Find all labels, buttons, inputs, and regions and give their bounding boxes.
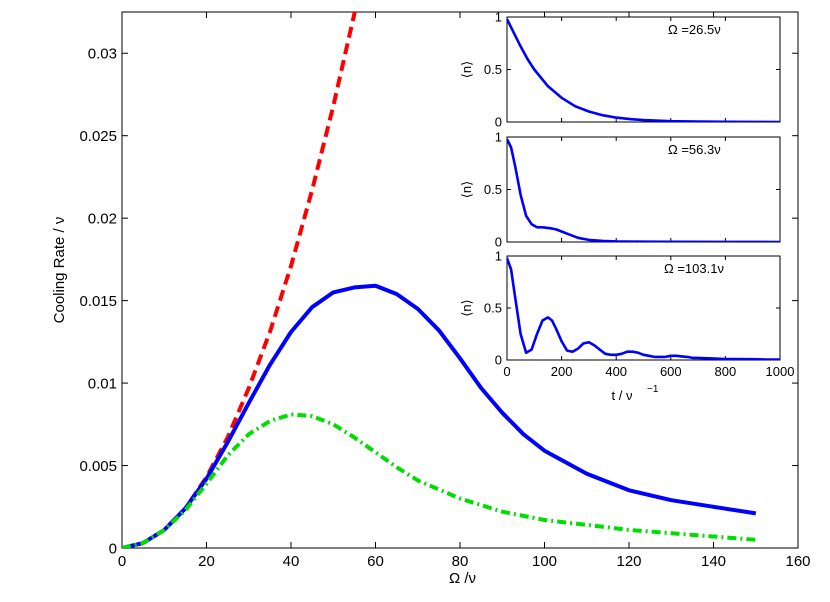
x-tick-label: 800	[715, 364, 737, 379]
x-axis-label: Ω /ν	[449, 570, 476, 587]
y-tick-label: 0.015	[79, 293, 117, 310]
y-tick-label: 0.5	[484, 301, 502, 316]
x-axis-label-superscript: −1	[647, 384, 659, 395]
omega-annotation: Ω =103.1ν	[664, 261, 724, 276]
x-tick-label: 600	[660, 364, 682, 379]
x-tick-label: 200	[551, 364, 573, 379]
y-tick-label: 1	[495, 249, 502, 264]
inset-chart-1: 0 0.5 1 ⟨n⟩ Ω =26.5ν	[459, 10, 781, 130]
y-tick-label: 0.03	[88, 45, 117, 62]
series-line	[507, 18, 780, 122]
x-tick-label: 1000	[766, 364, 795, 379]
omega-annotation: Ω =26.5ν	[668, 22, 721, 37]
y-axis-label: ⟨n⟩	[459, 61, 474, 78]
solid-series-line	[122, 283, 757, 548]
y-tick-label: 1	[495, 130, 502, 145]
y-tick-label: 0.005	[79, 458, 117, 475]
y-axis-label: ⟨n⟩	[459, 299, 474, 316]
omega-annotation: Ω =56.3ν	[668, 142, 721, 157]
x-tick-label: 0	[118, 553, 126, 570]
x-tick-label: 140	[701, 553, 726, 570]
inset-chart-3: 0 0.5 1 0 200 400 600 800 1000 ⟨n⟩ t / ν −1 Ω =103.1…	[459, 249, 794, 403]
y-tick-label: 0	[495, 235, 502, 250]
y-axis-label: ⟨n⟩	[459, 181, 474, 198]
x-tick-label: 400	[605, 364, 627, 379]
y-tick-label: 0	[109, 540, 117, 557]
y-tick-label: 0.025	[79, 128, 117, 145]
x-tick-label: 120	[616, 553, 641, 570]
x-tick-label: 60	[367, 553, 384, 570]
inset-chart-2: 0 0.5 1 ⟨n⟩ Ω =56.3ν	[459, 130, 781, 250]
plot-frame	[506, 16, 781, 123]
x-axis-label: t / ν	[612, 388, 633, 403]
y-tick-label: 1	[495, 10, 502, 25]
dashed-series-line	[122, 12, 357, 548]
y-tick-label: 0.01	[88, 375, 117, 392]
series-line	[507, 257, 780, 360]
y-tick-label: 0.5	[484, 62, 502, 77]
x-tick-label: 160	[785, 553, 810, 570]
y-axis-label: Cooling Rate / ν	[51, 217, 68, 324]
y-tick-label: 0.5	[484, 182, 502, 197]
x-tick-label: 80	[452, 553, 469, 570]
plot-frame	[506, 255, 781, 361]
x-tick-label: 0	[503, 364, 510, 379]
plot-frame	[506, 136, 781, 243]
x-tick-label: 100	[532, 553, 557, 570]
y-tick-label: 0.02	[88, 210, 117, 227]
y-tick-label: 0	[495, 353, 502, 368]
x-tick-label: 40	[283, 553, 300, 570]
x-tick-label: 20	[198, 553, 215, 570]
y-tick-label: 0	[495, 115, 502, 130]
series-line	[507, 138, 780, 242]
dash-dot-series-line	[122, 412, 756, 548]
